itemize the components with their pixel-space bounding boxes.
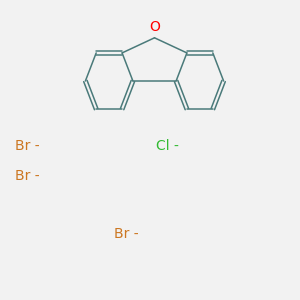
Text: Br -: Br -: [15, 169, 40, 182]
Text: Br -: Br -: [15, 139, 40, 152]
Text: O: O: [149, 20, 160, 34]
Text: Cl -: Cl -: [156, 139, 179, 152]
Text: Br -: Br -: [114, 227, 139, 241]
